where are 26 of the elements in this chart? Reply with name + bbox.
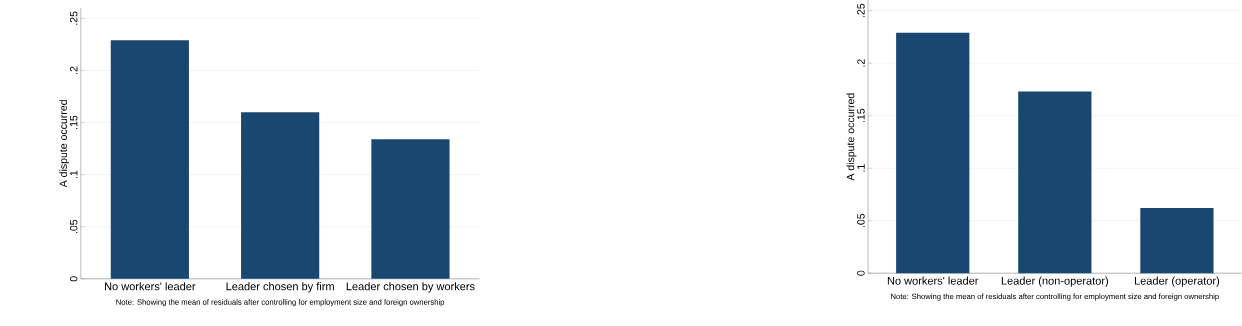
y-tick-label: 0 xyxy=(857,270,865,276)
y-tick-label: .05 xyxy=(69,220,78,234)
x-tick-label: Leader chosen by firm xyxy=(226,282,334,293)
x-tick-label: Leader chosen by workers xyxy=(346,282,475,293)
bar xyxy=(110,40,189,279)
bar xyxy=(371,139,450,279)
bar xyxy=(241,112,320,279)
x-tick-label: No workers' leader xyxy=(887,276,979,285)
bar xyxy=(1018,91,1092,274)
x-tick-label: Leader (non-operator) xyxy=(1001,276,1109,287)
y-tick-label: .25 xyxy=(69,11,78,25)
y-axis-title: A dispute occurred xyxy=(846,93,857,181)
y-tick-label: .2 xyxy=(857,59,865,67)
y-tick-label: .15 xyxy=(70,115,78,130)
y-tick-label: .1 xyxy=(70,170,78,179)
y-tick-label: .1 xyxy=(857,164,865,172)
bar xyxy=(896,32,970,274)
y-tick-label: .05 xyxy=(857,213,865,228)
x-tick-label: No workers' leader xyxy=(105,282,196,291)
bar xyxy=(1140,208,1214,274)
y-tick-label: .2 xyxy=(70,66,78,75)
y-tick-label: .15 xyxy=(857,108,865,123)
y-tick-label: 0 xyxy=(69,276,78,282)
y-axis-title: A dispute occurred xyxy=(59,100,70,188)
x-tick-label: Leader (operator) xyxy=(1134,276,1220,287)
y-tick-label: .25 xyxy=(857,3,865,18)
